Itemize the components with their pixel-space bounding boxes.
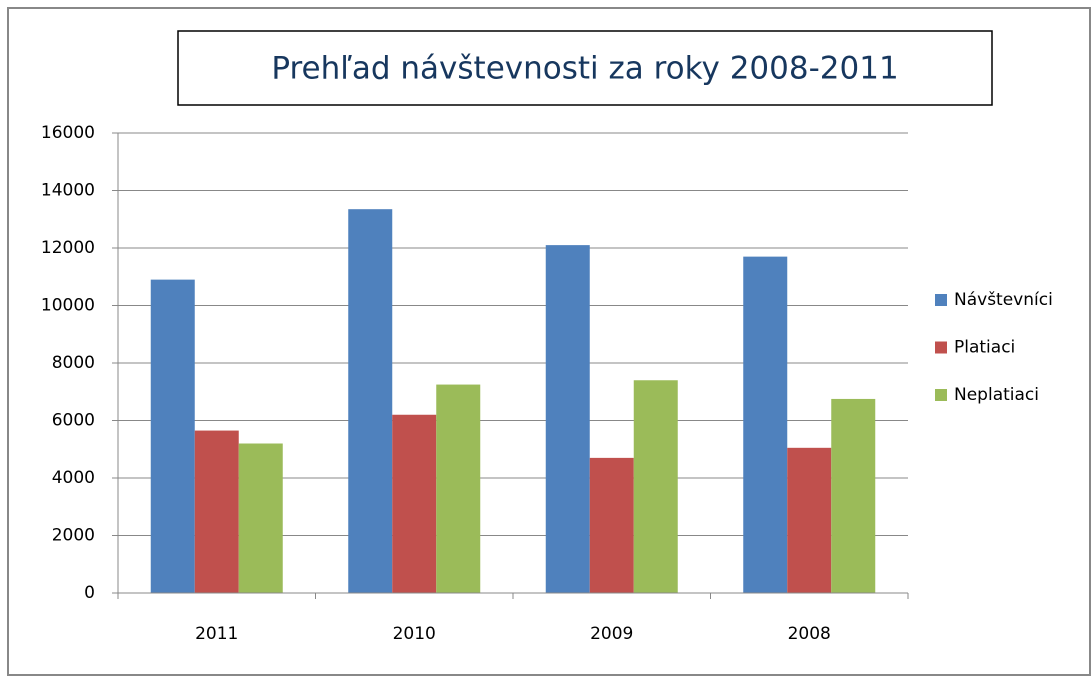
x-tick-label: 2010 [393, 624, 436, 644]
legend-swatch [935, 389, 947, 401]
chart-title: Prehľad návštevnosti za roky 2008-2011 [271, 51, 898, 87]
y-tick-label: 10000 [41, 296, 95, 316]
bar [194, 430, 239, 593]
y-tick-label: 6000 [52, 411, 95, 431]
legend-swatch [935, 294, 947, 306]
y-tick-label: 4000 [52, 468, 95, 488]
y-tick-label: 14000 [41, 181, 95, 201]
bar [436, 384, 481, 593]
bar [589, 457, 634, 593]
bar [743, 256, 788, 593]
legend-label: Návštevníci [954, 290, 1053, 310]
bar [150, 279, 195, 593]
x-tick-label: 2009 [590, 624, 633, 644]
legend-swatch [935, 341, 947, 354]
legend-label: Neplatiaci [954, 385, 1039, 405]
y-tick-label: 16000 [41, 123, 95, 143]
y-tick-label: 12000 [41, 238, 95, 258]
y-tick-label: 0 [84, 583, 95, 603]
bar [831, 398, 876, 593]
bar [545, 245, 590, 593]
title-box [177, 30, 993, 106]
legend-label: Platiaci [954, 338, 1015, 358]
x-tick-label: 2011 [195, 624, 238, 644]
y-tick-label: 8000 [52, 353, 95, 373]
bar [238, 443, 283, 593]
bar [633, 380, 678, 593]
bar [348, 209, 393, 593]
bar [392, 414, 437, 593]
bar [787, 447, 832, 593]
y-tick-label: 2000 [52, 526, 95, 546]
x-tick-label: 2008 [788, 624, 831, 644]
